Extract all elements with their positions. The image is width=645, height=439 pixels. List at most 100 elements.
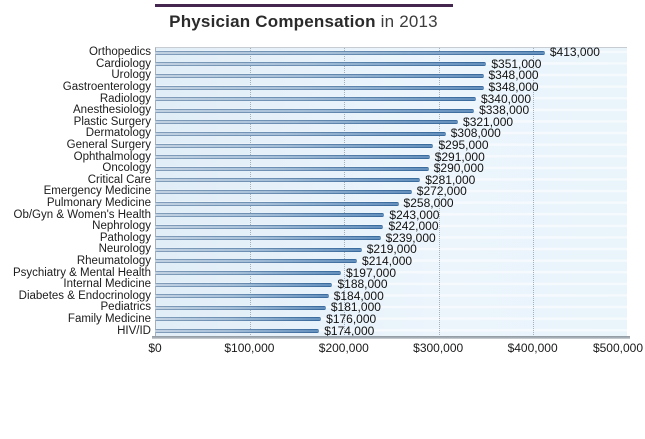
category-label: Ophthalmology <box>73 150 151 163</box>
value-label: $174,000 <box>324 323 375 338</box>
bar-track: $413,000 <box>155 45 627 60</box>
x-tick-label: $400,000 <box>507 341 558 355</box>
value-label: $340,000 <box>480 91 532 106</box>
category-label: General Surgery <box>66 139 151 152</box>
value-label: $239,000 <box>385 230 436 245</box>
bar-row: Dermatology $308,000 <box>0 126 627 141</box>
bar-row: Plastic Surgery $321,000 <box>0 114 627 129</box>
bar <box>155 108 475 113</box>
bar-row: Diabetes & Endocrinology $184,000 <box>0 290 627 302</box>
category-label: Pathology <box>99 231 151 244</box>
bar-track: $242,000 <box>155 220 627 233</box>
bar-row: Critical Care $281,000 <box>0 173 627 187</box>
bar <box>155 213 385 218</box>
value-label: $291,000 <box>434 149 485 164</box>
category-label: Emergency Medicine <box>43 185 151 198</box>
category-label: Anesthesiology <box>73 104 151 117</box>
bar-track: $258,000 <box>155 197 627 210</box>
gridline-400000 <box>532 48 534 337</box>
value-label: $295,000 <box>438 138 489 153</box>
bar-row: Oncology $290,000 <box>0 161 627 176</box>
bar <box>155 155 430 160</box>
bar-track: $272,000 <box>155 184 627 199</box>
bar <box>155 120 459 125</box>
x-tick-label: $100,000 <box>224 341 275 355</box>
bar <box>155 143 434 148</box>
gridline-300000 <box>438 48 440 337</box>
bar-row: Ob/Gyn & Women's Health $243,000 <box>0 209 627 221</box>
bar <box>155 50 545 55</box>
value-label: $197,000 <box>345 265 397 280</box>
value-label: $272,000 <box>416 184 467 199</box>
x-tick-label: $500,000 <box>592 341 643 355</box>
value-label: $188,000 <box>337 277 388 292</box>
bar <box>155 329 320 334</box>
bar <box>155 224 384 229</box>
bar <box>155 85 484 90</box>
bar-row: Family Medicine $176,000 <box>0 313 627 326</box>
bar <box>155 271 341 276</box>
bar-track: $340,000 <box>155 93 627 105</box>
value-label: $308,000 <box>450 126 501 141</box>
title-rule <box>154 4 453 7</box>
category-label: Plastic Surgery <box>73 115 151 128</box>
bar <box>155 73 484 78</box>
bar <box>155 97 476 102</box>
value-label: $290,000 <box>433 161 484 176</box>
bar <box>155 201 399 206</box>
bar <box>155 282 333 287</box>
value-label: $321,000 <box>463 114 514 129</box>
category-label: Rheumatology <box>76 254 151 267</box>
bar-track: $214,000 <box>155 255 627 268</box>
chart-header: Physician Compensation in 2013 <box>0 0 626 32</box>
bar <box>155 247 362 252</box>
bar <box>155 131 446 136</box>
bar-track: $348,000 <box>155 68 627 83</box>
bar-track: $338,000 <box>155 104 627 117</box>
bar-row: Gastroenterology $348,000 <box>0 80 627 95</box>
category-label: Ob/Gyn & Women's Health <box>13 208 151 221</box>
bar <box>155 317 322 322</box>
chart-title-regular: in 2013 <box>375 12 438 31</box>
x-tick-label: $200,000 <box>318 341 369 355</box>
bar-track: $219,000 <box>155 242 627 257</box>
value-label: $348,000 <box>488 68 539 83</box>
bar-track: $308,000 <box>155 126 627 141</box>
value-label: $219,000 <box>366 242 417 257</box>
bar-track: $188,000 <box>155 277 627 292</box>
bar-row: Cardiology $351,000 <box>0 58 627 71</box>
bar <box>155 259 358 264</box>
category-label: Neurology <box>98 243 151 256</box>
bar <box>155 189 412 194</box>
bar-track: $348,000 <box>155 80 627 95</box>
value-label: $413,000 <box>549 45 600 60</box>
category-label: Critical Care <box>87 173 151 186</box>
category-label: Dermatology <box>85 127 151 140</box>
bar-track: $197,000 <box>155 267 627 279</box>
value-label: $348,000 <box>488 80 539 95</box>
bar-row: Pathology $239,000 <box>0 230 627 245</box>
bar-track: $321,000 <box>155 114 627 129</box>
bar-row: Pediatrics $181,000 <box>0 301 627 314</box>
bar-track: $290,000 <box>155 161 627 176</box>
category-label: Internal Medicine <box>63 278 151 291</box>
bar-row: Rheumatology $214,000 <box>0 254 627 268</box>
bar <box>155 236 381 241</box>
bar-row: General Surgery $295,000 <box>0 138 627 153</box>
category-label: Pediatrics <box>100 301 152 314</box>
chart-title-bold: Physician Compensation <box>169 12 376 31</box>
x-tick-label: $300,000 <box>413 341 464 355</box>
x-tick-label: $0 <box>148 341 162 355</box>
bar-track: $184,000 <box>155 290 627 302</box>
bar <box>155 62 487 67</box>
bar-row: Internal Medicine $188,000 <box>0 277 627 292</box>
category-label: Pulmonary Medicine <box>46 197 151 210</box>
bar-track: $295,000 <box>155 138 627 153</box>
bar-row: Nephrology $242,000 <box>0 220 627 233</box>
bar-row: Urology $348,000 <box>0 68 627 83</box>
bar-row: Ophthalmology $291,000 <box>0 151 627 163</box>
category-label: Diabetes & Endocrinology <box>18 289 151 302</box>
bar <box>155 178 421 183</box>
category-label: Psychiatry & Mental Health <box>12 266 151 279</box>
